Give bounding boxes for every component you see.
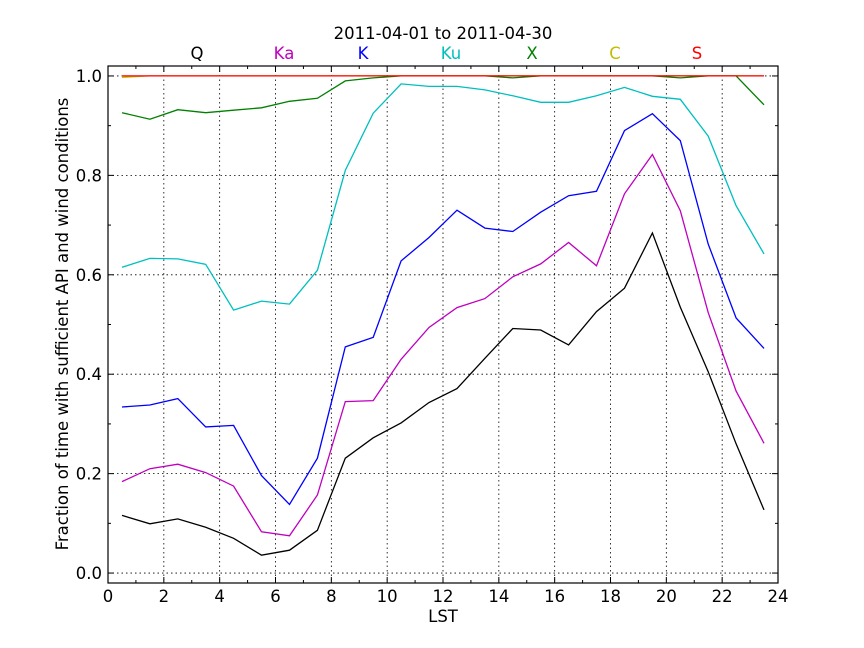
x-tick-label: 4 [214,587,225,606]
y-axis-label: Fraction of time with sufficient API and… [53,98,72,551]
x-tick-label: 6 [270,587,281,606]
y-tick-label: 1.0 [76,67,102,86]
x-tick-label: 20 [656,587,677,606]
legend-label-c: C [609,44,621,63]
x-tick-label: 18 [600,587,621,606]
x-axis-label: LST [428,607,459,626]
x-tick-label: 22 [712,587,733,606]
y-tick-label: 0.0 [76,564,102,583]
y-tick-label: 0.4 [76,365,102,384]
y-tick-label: 0.6 [76,266,102,285]
series-line-q [121,231,765,556]
x-tick-label: 14 [488,587,509,606]
y-tick-label: 0.2 [76,465,102,484]
x-tick-label: 0 [103,587,114,606]
legend-label-k: K [358,44,370,63]
series-lines [121,75,765,556]
x-tick-label: 10 [377,587,398,606]
x-tick-label: 24 [768,587,789,606]
legend: Q Ka K Ku X C S [191,44,703,63]
series-line-ku [121,83,765,311]
legend-label-s: S [692,44,702,63]
x-tick-label: 12 [433,587,454,606]
series-line-ka [121,153,765,537]
y-tick-label: 0.8 [76,166,102,185]
legend-label-ku: Ku [441,44,461,63]
series-line-k [121,112,765,506]
chart-title: 2011-04-01 to 2011-04-30 [334,24,553,43]
legend-label-q: Q [191,44,204,63]
legend-label-ka: Ka [274,44,295,63]
x-tick-label: 8 [326,587,337,606]
legend-label-x: X [526,44,537,63]
x-tick-label: 16 [544,587,565,606]
x-tick-label: 2 [159,587,170,606]
axis-ticks: 0 2 4 6 8 10 12 14 16 18 20 22 240.00.20.40.60.81.0 [76,66,789,606]
